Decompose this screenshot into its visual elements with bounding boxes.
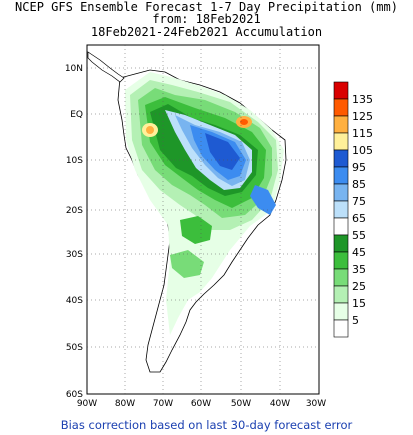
legend-swatch-85 xyxy=(333,166,349,185)
map-grid xyxy=(87,45,319,394)
bias-correction-note: Bias correction based on last 30-day for… xyxy=(60,418,353,432)
legend-swatch-65 xyxy=(333,200,349,219)
legend-swatch-115 xyxy=(333,115,349,134)
legend-swatch-15 xyxy=(333,285,349,304)
lon-label-40w: 40W xyxy=(270,399,290,409)
legend-label-5: 5 xyxy=(352,314,359,327)
legend-label-75: 75 xyxy=(352,195,366,208)
lat-label-50s: 50S xyxy=(66,343,83,353)
central-america-land xyxy=(87,51,125,83)
legend: 135 125 115 105 95 85 75 65 55 45 35 25 … xyxy=(333,81,373,338)
lon-label-90w: 90W xyxy=(77,399,97,409)
legend-swatch-95 xyxy=(333,149,349,168)
legend-label-85: 85 xyxy=(352,178,366,191)
lat-label-40s: 40S xyxy=(66,296,83,306)
map-subtitle-period: 18Feb2021-24Feb2021 Accumulation xyxy=(90,25,323,39)
legend-swatch-135 xyxy=(333,81,349,100)
lon-label-30w: 30W xyxy=(306,399,326,409)
lat-label-30s: 30S xyxy=(66,250,83,260)
precip-shading xyxy=(125,72,284,335)
lon-label-60w: 60W xyxy=(191,399,211,409)
legend-label-65: 65 xyxy=(352,212,366,225)
legend-label-135: 135 xyxy=(352,93,373,106)
legend-swatch-75 xyxy=(333,183,349,202)
legend-swatch-35 xyxy=(333,251,349,270)
legend-swatch-105 xyxy=(333,132,349,151)
legend-swatch-below-5 xyxy=(333,319,349,338)
legend-label-105: 105 xyxy=(352,144,373,157)
lat-label-eq: EQ xyxy=(70,110,83,120)
legend-label-15: 15 xyxy=(352,297,366,310)
lon-label-80w: 80W xyxy=(115,399,135,409)
legend-swatch-25 xyxy=(333,268,349,287)
legend-swatch-125 xyxy=(333,98,349,117)
legend-swatch-5 xyxy=(333,302,349,321)
lon-label-70w: 70W xyxy=(153,399,173,409)
map-subtitle-date: from: 18Feb2021 xyxy=(152,12,261,26)
legend-label-45: 45 xyxy=(352,246,366,259)
lat-label-20s: 20S xyxy=(66,206,83,216)
lat-label-10n: 10N xyxy=(65,64,83,74)
map-title: NCEP GFS Ensemble Forecast 1-7 Day Preci… xyxy=(15,0,398,14)
legend-label-55: 55 xyxy=(352,229,366,242)
legend-label-125: 125 xyxy=(352,110,373,123)
lat-label-60s: 60S xyxy=(66,390,83,400)
legend-swatch-45 xyxy=(333,234,349,253)
legend-label-115: 115 xyxy=(352,127,373,140)
legend-label-95: 95 xyxy=(352,161,366,174)
legend-label-25: 25 xyxy=(352,280,366,293)
legend-label-35: 35 xyxy=(352,263,366,276)
lon-label-50w: 50W xyxy=(231,399,251,409)
legend-swatch-55 xyxy=(333,217,349,236)
lat-label-10s: 10S xyxy=(66,156,83,166)
